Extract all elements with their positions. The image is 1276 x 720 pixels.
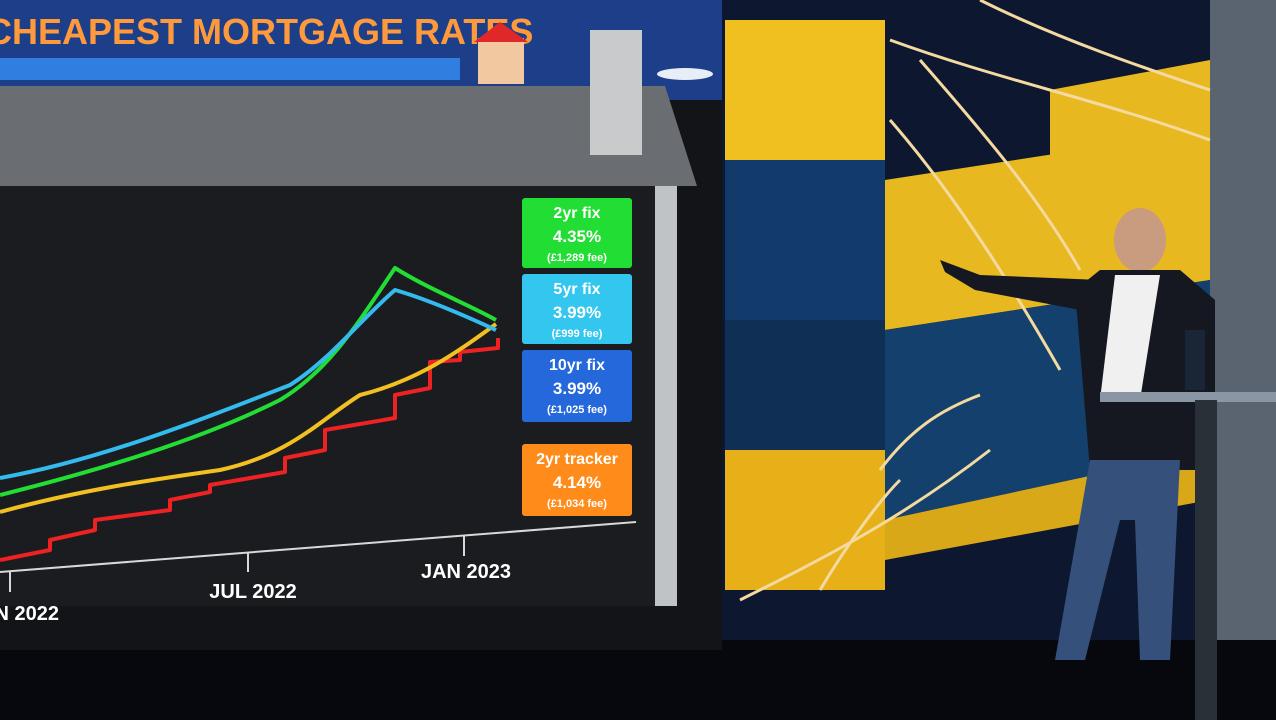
legend-fee: (£1,289 fee) xyxy=(547,252,607,264)
panel xyxy=(1050,60,1210,160)
legend-name: 2yr fix xyxy=(553,205,600,222)
decor-lines xyxy=(739,0,1211,602)
panel xyxy=(725,450,885,590)
legend-fee: (£999 fee) xyxy=(552,328,603,340)
legend-rate: 3.99% xyxy=(553,303,601,322)
legend-name: 2yr tracker xyxy=(536,451,618,468)
legend-box xyxy=(522,444,632,516)
legend-box xyxy=(522,274,632,344)
legend-name: 10yr fix xyxy=(549,357,605,374)
x-label: JUL 2022 xyxy=(209,581,296,603)
banner-stripe xyxy=(0,58,460,80)
x-label: JAN 2023 xyxy=(421,561,511,583)
panel xyxy=(725,160,885,320)
panel xyxy=(725,320,885,450)
legend: 2yr fix 4.35% (£1,289 fee) 5yr fix 3.99%… xyxy=(522,198,632,516)
legend-rate: 3.99% xyxy=(553,379,601,398)
legend-fee: (£1,034 fee) xyxy=(547,498,607,510)
legend-box xyxy=(522,350,632,422)
house-icon xyxy=(474,22,528,84)
legend-rate: 4.14% xyxy=(553,473,601,492)
pillar xyxy=(1210,0,1276,720)
title: CHEAPEST MORTGAGE RATES xyxy=(0,11,533,52)
post xyxy=(655,186,677,606)
rate-lines xyxy=(0,266,500,562)
presenter xyxy=(940,208,1276,720)
panel xyxy=(725,20,885,160)
legend-rate: 4.35% xyxy=(553,227,601,246)
x-label: JAN 2022 xyxy=(0,603,59,625)
legend-fee: (£1,025 fee) xyxy=(547,404,607,416)
legend-box xyxy=(522,198,632,268)
chimney xyxy=(590,30,642,155)
x-axis xyxy=(0,521,637,573)
cloud xyxy=(657,68,713,80)
roof xyxy=(0,86,697,186)
legend-name: 5yr fix xyxy=(553,281,600,298)
